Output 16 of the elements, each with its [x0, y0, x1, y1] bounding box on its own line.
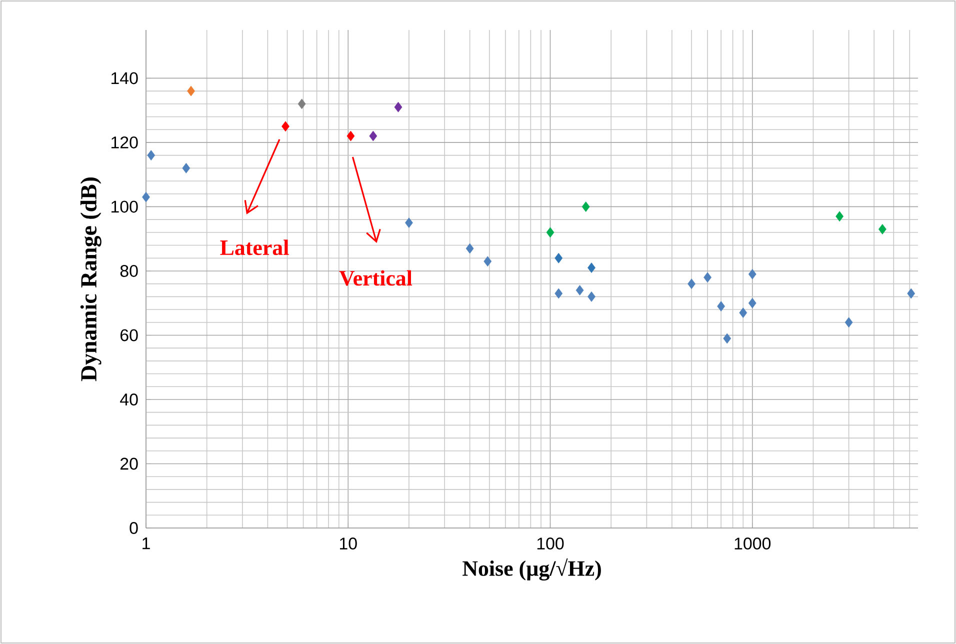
x-tick-label: 1 [142, 538, 150, 550]
y-tick-label: 60 [120, 329, 138, 342]
y-tick-label: 40 [120, 393, 138, 406]
y-tick-label: 20 [120, 458, 138, 470]
x-tick-label: 10 [340, 538, 357, 550]
y-axis-title: Dynamic Range (dB) [80, 178, 102, 382]
x-tick-label: 1000 [734, 538, 771, 550]
y-tick-label: 0 [130, 522, 138, 534]
y-tick-label: 80 [120, 264, 138, 277]
y-tick-label: 100 [112, 200, 138, 213]
annotation: Vertical [339, 270, 412, 286]
y-tick-label: 120 [112, 136, 138, 148]
annotation: Lateral [220, 240, 289, 256]
y-tick-label: 140 [112, 72, 138, 84]
x-tick-label: 100 [537, 538, 564, 550]
x-axis-title: Noise (µg/√Hz) [462, 558, 601, 581]
